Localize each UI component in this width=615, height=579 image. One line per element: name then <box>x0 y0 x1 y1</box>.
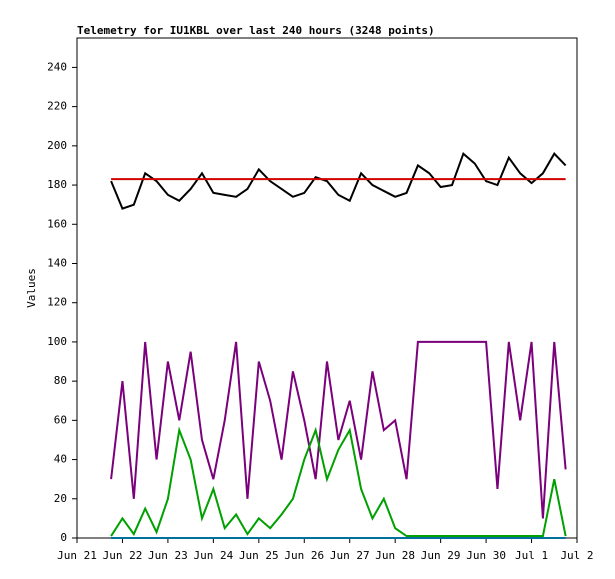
y-tick-label: 180 <box>47 178 67 191</box>
y-tick-label: 40 <box>54 453 67 466</box>
series-line <box>110 151 567 210</box>
x-tick-label: Jul 1 <box>515 549 548 562</box>
y-tick-label: 0 <box>60 531 67 544</box>
plot-frame <box>76 37 578 539</box>
x-tick-label: Jun 22 <box>103 549 143 562</box>
y-tick-label: 240 <box>47 60 67 73</box>
x-tick-label: Jun 23 <box>148 549 188 562</box>
x-tick-label: Jun 21 <box>57 549 97 562</box>
x-tick-label: Jun 24 <box>193 549 233 562</box>
y-axis-label: Values <box>25 268 38 308</box>
x-tick-label: Jun 26 <box>284 549 324 562</box>
y-tick-label: 220 <box>47 100 67 113</box>
y-tick-label: 20 <box>54 492 67 505</box>
y-tick-label: 120 <box>47 296 67 309</box>
x-tick-label: Jun 28 <box>375 549 415 562</box>
chart-title: Telemetry for IU1KBL over last 240 hours… <box>77 24 435 37</box>
y-tick-label: 60 <box>54 413 67 426</box>
y-tick-label: 100 <box>47 335 67 348</box>
y-tick-label: 160 <box>47 217 67 230</box>
y-tick-label: 200 <box>47 139 67 152</box>
x-tick-label: Jun 30 <box>466 549 506 562</box>
x-tick-label: Jun 25 <box>239 549 279 562</box>
x-tick-label: Jun 29 <box>421 549 461 562</box>
x-tick-label: Jul 2 <box>560 549 593 562</box>
y-tick-label: 80 <box>54 374 67 387</box>
y-tick-label: 140 <box>47 256 67 269</box>
series-line <box>110 340 567 519</box>
series-line <box>110 426 567 538</box>
x-tick-label: Jun 27 <box>330 549 370 562</box>
